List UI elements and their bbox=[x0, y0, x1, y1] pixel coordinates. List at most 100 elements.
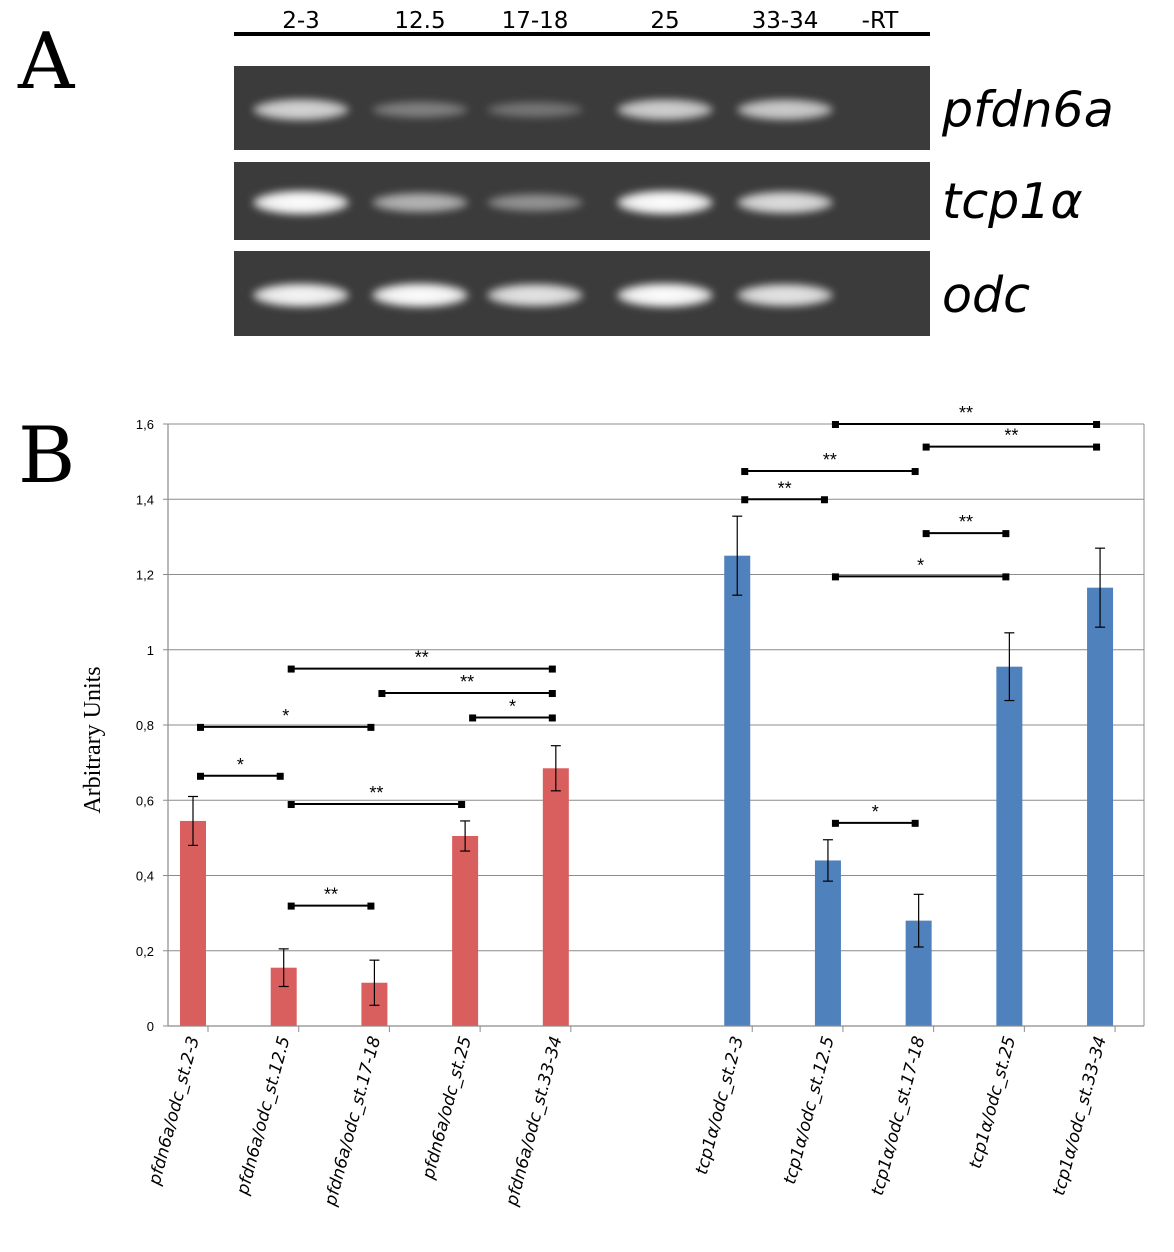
error-bar bbox=[460, 820, 471, 852]
category-label: tcp1α/odc_st.33-34 bbox=[1049, 1034, 1111, 1198]
significance-label: ** bbox=[369, 783, 383, 803]
significance-label: ** bbox=[778, 478, 792, 498]
gel-band bbox=[372, 192, 468, 213]
bar bbox=[996, 666, 1023, 1026]
panel-b-letter: B bbox=[18, 411, 75, 501]
category-label: tcp1α/odc_st.2-3 bbox=[692, 1034, 748, 1177]
chart-gridlines bbox=[168, 423, 1144, 952]
error-bar bbox=[278, 948, 289, 988]
y-tick-label: 0,6 bbox=[136, 793, 154, 808]
gene-label: pfdn6a bbox=[941, 81, 1114, 138]
category-label: pfdn6a/odc_st.2-3 bbox=[145, 1034, 204, 1188]
significance-label: ** bbox=[823, 450, 837, 470]
bar bbox=[180, 820, 206, 1026]
y-tick-label: 1,2 bbox=[136, 568, 154, 583]
significance-bracket: * bbox=[831, 802, 919, 827]
error-bar bbox=[913, 893, 924, 948]
gel-lane-label: 33-34 bbox=[752, 8, 819, 34]
significance-bracket: * bbox=[831, 555, 1010, 581]
significance-label: * bbox=[509, 696, 516, 716]
gel-band bbox=[737, 99, 833, 121]
category-label: pfdn6a/odc_st.33-34 bbox=[502, 1034, 567, 1209]
bar bbox=[814, 860, 841, 1026]
category-labels: pfdn6a/odc_st.2-3 pfdn6a/odc_st.12.5 pfdn6… bbox=[145, 1034, 1111, 1209]
y-axis-ticks: 0 0,2 0,4 0,6 0,8 1 1,2 1,4 1,6 bbox=[136, 417, 168, 1034]
error-bar bbox=[188, 795, 198, 847]
gel-band bbox=[372, 101, 468, 118]
gene-label: tcp1α bbox=[942, 173, 1083, 230]
significance-label: * bbox=[282, 706, 289, 726]
gel-lane-labels: 2-3 12.5 17-18 25 33-34 -RT bbox=[282, 8, 899, 34]
gel-band bbox=[737, 283, 833, 307]
significance-bracket: ** bbox=[287, 885, 375, 910]
significance-label: ** bbox=[959, 512, 973, 532]
bar bbox=[542, 768, 569, 1026]
y-axis-title: Arbitrary Units bbox=[80, 666, 106, 813]
gel-lane-label: 12.5 bbox=[394, 8, 445, 34]
significance-bracket: * bbox=[197, 755, 284, 780]
significance-bracket: * bbox=[197, 706, 375, 731]
bar bbox=[452, 835, 479, 1026]
significance-label: * bbox=[237, 755, 244, 775]
category-label: tcp1α/odc_st.25 bbox=[966, 1034, 1021, 1171]
significance-bracket: ** bbox=[922, 426, 1101, 451]
error-bar bbox=[550, 745, 561, 792]
significance-label: ** bbox=[460, 672, 474, 692]
chart-axes bbox=[167, 424, 1145, 1032]
bar bbox=[724, 555, 751, 1026]
bar bbox=[1087, 587, 1114, 1026]
significance-label: ** bbox=[1004, 426, 1018, 446]
gel-band bbox=[372, 283, 468, 308]
gel-band bbox=[253, 283, 349, 307]
category-label: pfdn6a/odc_st.25 bbox=[418, 1034, 476, 1182]
gel-band bbox=[617, 99, 713, 121]
significance-bracket: ** bbox=[922, 512, 1010, 538]
gel-row: tcp1α bbox=[234, 162, 1083, 240]
bar-series bbox=[180, 555, 1114, 1026]
y-tick-label: 1 bbox=[147, 643, 154, 658]
gel-lane-label: -RT bbox=[862, 8, 900, 34]
gel-band bbox=[487, 283, 583, 307]
significance-label: * bbox=[872, 802, 879, 822]
gel-band bbox=[737, 191, 833, 214]
y-tick-label: 1,6 bbox=[136, 417, 154, 432]
gel-rows: pfdn6a tcp1α odc bbox=[234, 66, 1114, 336]
significance-label: * bbox=[917, 555, 924, 575]
significance-bracket: * bbox=[469, 696, 556, 722]
gel-band bbox=[487, 101, 583, 118]
category-label: tcp1α/odc_st.17-18 bbox=[868, 1034, 930, 1198]
error-bar bbox=[822, 839, 833, 882]
error-bars bbox=[188, 515, 1106, 1006]
gel-band bbox=[253, 98, 349, 121]
significance-label: ** bbox=[959, 403, 973, 423]
gel-band bbox=[487, 193, 583, 212]
significance-bracket: ** bbox=[287, 648, 556, 673]
category-label: tcp1α/odc_st.12.5 bbox=[780, 1034, 839, 1186]
error-bar bbox=[1004, 632, 1015, 702]
y-tick-label: 0 bbox=[147, 1019, 154, 1034]
error-bar bbox=[1095, 547, 1106, 628]
y-tick-label: 0,8 bbox=[136, 718, 154, 733]
significance-bracket: ** bbox=[287, 783, 466, 809]
y-tick-label: 0,4 bbox=[136, 869, 154, 884]
significance-label: ** bbox=[415, 648, 429, 668]
significance-bracket: ** bbox=[741, 450, 919, 476]
significance-label: ** bbox=[324, 885, 338, 905]
significance-brackets: *********************** bbox=[197, 403, 1101, 910]
gel-lane-label: 25 bbox=[650, 8, 679, 34]
significance-bracket: ** bbox=[741, 478, 828, 504]
gel-row: pfdn6a bbox=[234, 66, 1114, 150]
panel-a-letter: A bbox=[17, 17, 76, 107]
gel-lane-label: 2-3 bbox=[282, 8, 320, 34]
y-tick-label: 0,2 bbox=[136, 944, 154, 959]
gene-label: odc bbox=[942, 267, 1030, 324]
gel-band bbox=[253, 190, 349, 215]
category-label: pfdn6a/odc_st.12.5 bbox=[233, 1034, 295, 1198]
error-bar bbox=[732, 515, 743, 596]
gel-band bbox=[617, 283, 713, 308]
gel-band bbox=[617, 190, 713, 215]
y-tick-label: 1,4 bbox=[136, 492, 154, 507]
significance-bracket: ** bbox=[831, 403, 1101, 428]
gel-lane-label: 17-18 bbox=[502, 8, 569, 34]
